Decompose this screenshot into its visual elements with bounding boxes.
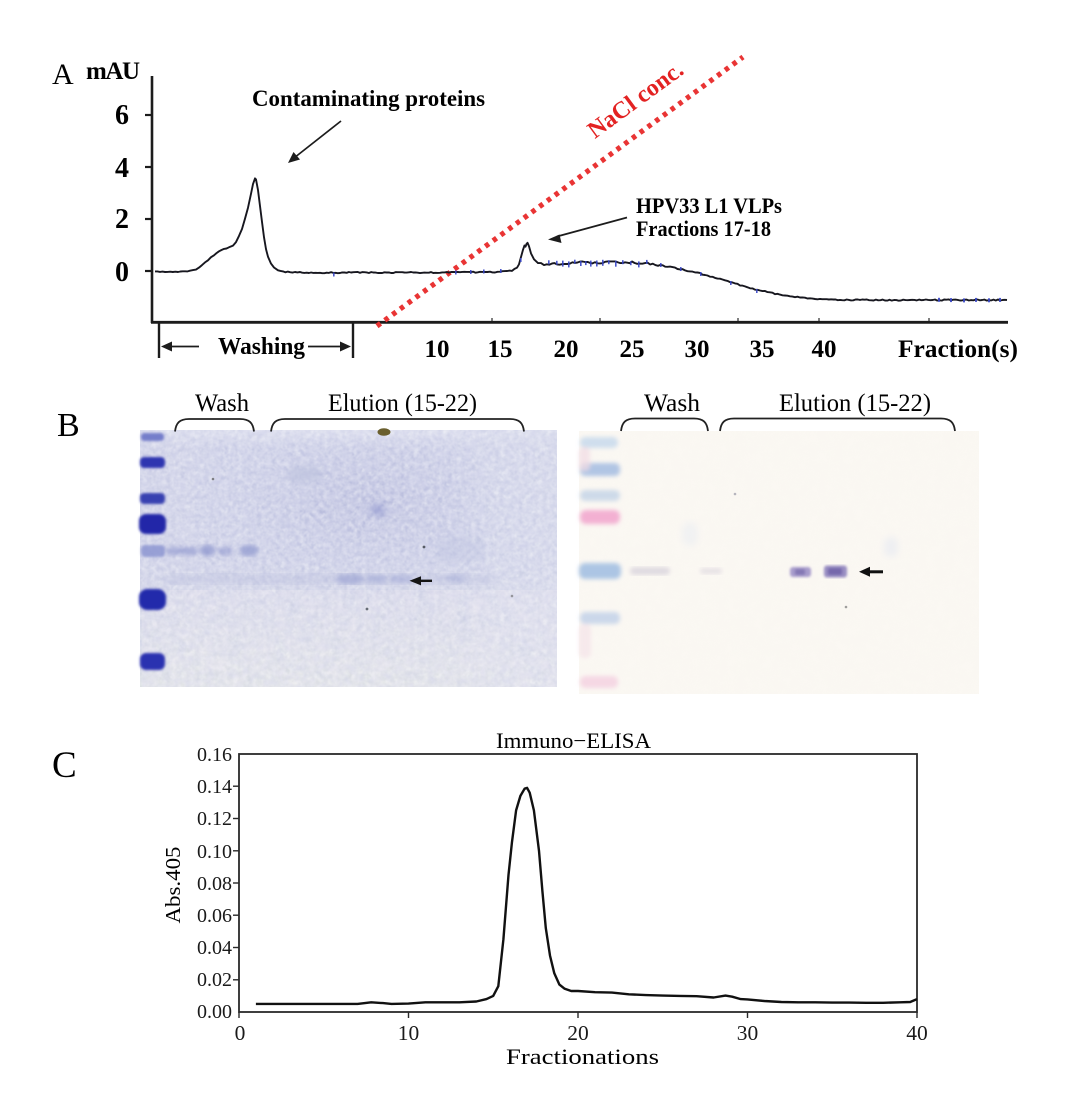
svg-text:HPV33 L1 VLPs: HPV33 L1 VLPs: [636, 193, 782, 218]
svg-text:0.12: 0.12: [197, 808, 232, 830]
svg-text:6: 6: [115, 100, 129, 131]
svg-text:25: 25: [620, 336, 645, 363]
svg-text:Washing: Washing: [218, 334, 305, 360]
svg-text:Wash: Wash: [195, 390, 249, 417]
svg-text:30: 30: [737, 1021, 759, 1045]
svg-text:C: C: [52, 745, 77, 786]
svg-text:0.00: 0.00: [197, 1001, 232, 1023]
svg-text:NaCl conc.: NaCl conc.: [583, 57, 689, 144]
svg-text:0: 0: [115, 257, 129, 288]
svg-text:10: 10: [398, 1021, 420, 1045]
svg-text:0.06: 0.06: [197, 905, 232, 927]
svg-text:35: 35: [750, 336, 775, 363]
svg-text:Contaminating proteins: Contaminating proteins: [252, 86, 485, 111]
svg-text:Elution (15-22): Elution (15-22): [328, 390, 477, 417]
svg-text:0.04: 0.04: [197, 937, 232, 959]
svg-text:0.16: 0.16: [197, 744, 232, 766]
svg-text:20: 20: [567, 1021, 589, 1045]
svg-text:Abs.405: Abs.405: [161, 847, 185, 924]
svg-text:2: 2: [115, 204, 129, 235]
svg-text:Fractions 17-18: Fractions 17-18: [636, 216, 771, 241]
svg-text:B: B: [57, 407, 80, 444]
svg-text:0.02: 0.02: [197, 969, 232, 991]
svg-text:Fraction(s): Fraction(s): [898, 336, 1018, 363]
svg-text:mAU: mAU: [86, 58, 140, 85]
svg-text:0: 0: [235, 1021, 246, 1045]
svg-text:Fractionations: Fractionations: [506, 1044, 659, 1069]
svg-text:Elution (15-22): Elution (15-22): [779, 390, 931, 417]
svg-text:Immuno−ELISA: Immuno−ELISA: [496, 728, 651, 753]
svg-text:30: 30: [685, 336, 710, 363]
svg-text:0.08: 0.08: [197, 873, 232, 895]
svg-text:A: A: [52, 58, 74, 91]
svg-text:20: 20: [554, 336, 579, 363]
svg-text:15: 15: [488, 336, 513, 363]
svg-text:0.14: 0.14: [197, 776, 232, 798]
svg-text:0.10: 0.10: [197, 841, 232, 863]
svg-text:Wash: Wash: [644, 390, 701, 417]
svg-text:40: 40: [812, 336, 837, 363]
svg-text:40: 40: [906, 1021, 928, 1045]
svg-text:4: 4: [115, 153, 129, 184]
svg-text:10: 10: [425, 336, 450, 363]
